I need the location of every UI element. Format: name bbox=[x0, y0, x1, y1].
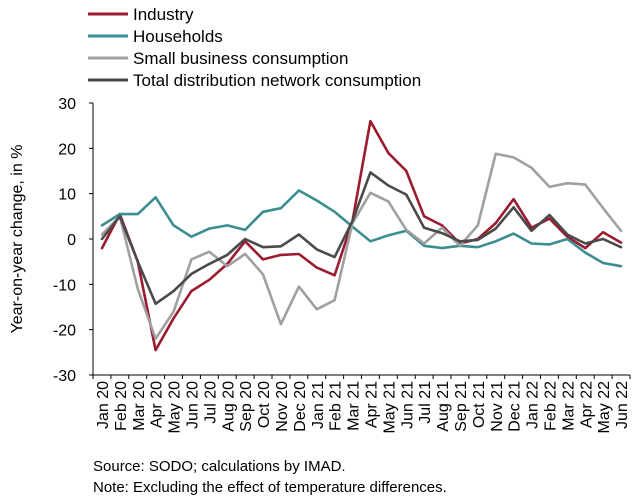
legend-label: Industry bbox=[133, 5, 194, 24]
y-tick-label: 0 bbox=[67, 232, 76, 249]
x-tick-label: Sep 20 bbox=[238, 381, 255, 432]
series-line-small-business-consumption bbox=[100, 152, 623, 341]
x-tick-label: Sep 21 bbox=[453, 381, 470, 432]
x-tick-label: Feb 21 bbox=[328, 381, 345, 431]
series-line-industry bbox=[100, 119, 623, 352]
series-lines bbox=[100, 119, 623, 352]
x-tick-label: Dec 21 bbox=[507, 381, 524, 432]
x-tick-label: Jul 20 bbox=[202, 381, 219, 424]
x-tick-label: Apr 20 bbox=[149, 381, 166, 428]
x-tick-label: Aug 21 bbox=[435, 381, 452, 432]
x-tick-label: Jun 22 bbox=[614, 381, 631, 429]
x-tick-label: Nov 21 bbox=[489, 381, 506, 432]
x-tick-label: Apr 21 bbox=[363, 381, 380, 428]
x-tick-label: May 21 bbox=[381, 381, 398, 434]
x-tick-labels: Jan 20 Feb 20 Mar 20 Apr 20 May 20 Jun 20 Jul … bbox=[92, 375, 631, 434]
legend: Industry Households Small business consump… bbox=[88, 5, 421, 90]
x-tick-label: Oct 20 bbox=[256, 381, 273, 428]
y-axis-title: Year-on-year change, in % bbox=[9, 145, 26, 334]
x-tick-label: Apr 22 bbox=[578, 381, 595, 428]
x-tick-label: Oct 21 bbox=[471, 381, 488, 428]
x-tick-label: Aug 20 bbox=[220, 381, 237, 432]
x-tick-label: Dec 20 bbox=[292, 381, 309, 432]
x-tick-label: Jun 21 bbox=[399, 381, 416, 429]
legend-label: Total distribution network consumption bbox=[133, 71, 421, 90]
x-tick-label: Jan 20 bbox=[95, 381, 112, 429]
y-tick-label: 20 bbox=[58, 141, 76, 158]
series-line-total-distribution-network-consumption bbox=[100, 171, 623, 306]
footnote: Note: Excluding the effect of temperatur… bbox=[93, 479, 447, 496]
y-tick-label: -20 bbox=[53, 323, 76, 340]
source-note: Source: SODO; calculations by IMAD. bbox=[93, 458, 346, 475]
x-tick-label: Jul 21 bbox=[417, 381, 434, 424]
x-tick-label: Jun 20 bbox=[184, 381, 201, 429]
x-tick-label: Feb 22 bbox=[542, 381, 559, 431]
y-tick-label: -10 bbox=[53, 277, 76, 294]
y-tick-label: 30 bbox=[58, 96, 76, 113]
legend-label: Households bbox=[133, 27, 223, 46]
x-tick-label: Nov 20 bbox=[274, 381, 291, 432]
x-tick-label: Mar 21 bbox=[346, 381, 363, 431]
x-tick-label: Mar 22 bbox=[560, 381, 577, 431]
x-tick-label: Feb 20 bbox=[113, 381, 130, 431]
y-tick-labels: 30 20 10 0 -10 -20 -30 bbox=[53, 96, 93, 385]
series-line-households bbox=[100, 189, 623, 268]
x-tick-label: Jan 21 bbox=[310, 381, 327, 429]
x-tick-label: Mar 20 bbox=[131, 381, 148, 431]
y-tick-label: -30 bbox=[53, 368, 76, 385]
legend-label: Small business consumption bbox=[133, 49, 348, 68]
y-tick-label: 10 bbox=[58, 187, 76, 204]
x-tick-label: Jan 22 bbox=[525, 381, 542, 429]
x-tick-label: May 20 bbox=[167, 381, 184, 434]
x-tick-label: May 22 bbox=[596, 381, 613, 434]
